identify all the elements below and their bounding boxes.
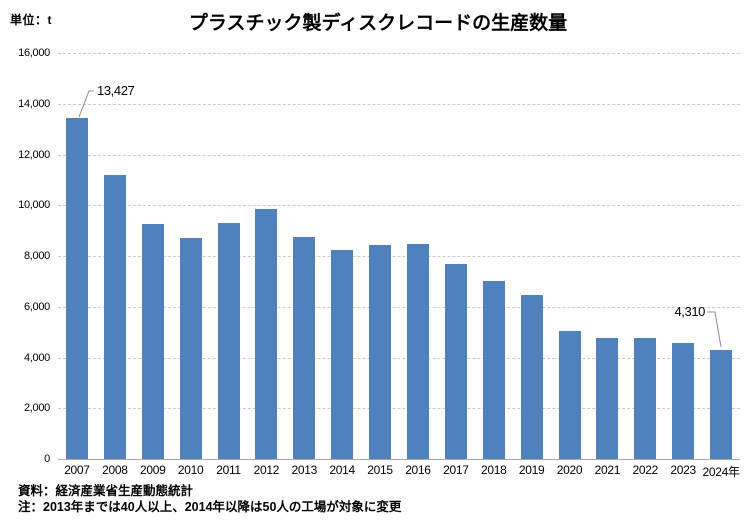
x-axis-label-2021: 2021: [594, 463, 621, 477]
y-axis-tick-label: 14,000: [18, 97, 50, 110]
gridline: [58, 306, 740, 308]
gridline: [58, 53, 740, 54]
bar-2009: [141, 224, 164, 459]
bar-series: [58, 53, 740, 459]
x-axis-label-2019: 2019: [518, 463, 545, 477]
bar-2014: [331, 249, 354, 459]
bar-2011: [217, 223, 240, 459]
bar-2022: [634, 337, 657, 459]
gridline: [58, 154, 740, 156]
x-axis-label-2016: 2016: [405, 463, 431, 477]
x-axis-line: [58, 459, 740, 460]
plot-area: 13,427 4,310: [58, 53, 740, 460]
x-axis-label-2012: 2012: [253, 463, 280, 477]
y-axis: 0 2,000 4,000 6,000 8,000 10,000 12,000 14,000 1…: [0, 47, 50, 465]
x-axis-label-2020: 2020: [556, 463, 583, 477]
y-axis-tick-label: 12,000: [18, 148, 50, 161]
y-axis-tick-label: 4,000: [23, 351, 50, 364]
gridline: [58, 103, 740, 105]
bar-2016: [406, 243, 429, 459]
bar-2007: [65, 118, 88, 459]
x-axis-label-2023: 2023: [670, 463, 696, 477]
x-axis-label-2008: 2008: [102, 463, 128, 477]
unit-label: 単位：t: [10, 13, 52, 27]
y-axis-tick-label: 16,000: [18, 47, 50, 59]
bar-2015: [369, 245, 392, 459]
data-label-2007: 13,427: [97, 83, 135, 98]
bar-2013: [293, 236, 316, 459]
bar-2021: [596, 337, 619, 459]
bar-2008: [103, 174, 126, 459]
footer-notes: 資料：経済産業省生産動態統計 注：2013年までは40人以上、2014年以降は5…: [18, 483, 401, 515]
x-axis-label-2010: 2010: [177, 463, 204, 477]
method-note: 注：2013年までは40人以上、2014年以降は50人の工場が対象に変更: [18, 500, 402, 514]
bar-2010: [179, 237, 202, 459]
source-note: 資料：経済産業省生産動態統計: [18, 484, 194, 498]
y-axis-tick-label: 10,000: [18, 199, 50, 212]
gridline: [58, 256, 740, 257]
gridline: [58, 357, 740, 359]
x-axis-label-2009: 2009: [139, 463, 166, 477]
x-axis-label-2024年: 2024年: [702, 465, 740, 479]
y-axis-tick-label: 6,000: [23, 300, 50, 313]
y-axis-tick-label: 8,000: [23, 250, 50, 262]
bar-2024年: [710, 349, 733, 459]
bar-2017: [444, 263, 467, 459]
gridline: [58, 408, 740, 410]
bar-2012: [255, 208, 278, 459]
x-axis-label-2022: 2022: [632, 463, 659, 477]
x-axis-label-2017: 2017: [443, 463, 469, 477]
bar-2020: [558, 330, 581, 459]
y-axis-tick-label: 0: [44, 453, 50, 465]
x-axis-label-2014: 2014: [329, 463, 355, 477]
x-axis: 2007 2008 2009 2010 2011 2012 2013 2014 2015 2016…: [58, 463, 740, 479]
bar-2019: [520, 295, 543, 459]
x-axis-label-2013: 2013: [291, 463, 318, 477]
bar-2018: [482, 280, 505, 459]
data-label-2024: 4,310: [674, 304, 705, 319]
x-axis-label-2007: 2007: [64, 463, 90, 477]
chart-title: プラスチック製ディスクレコードの生産数量: [188, 13, 568, 34]
x-axis-label-2015: 2015: [367, 463, 393, 477]
x-axis-label-2011: 2011: [216, 463, 241, 477]
y-axis-tick-label: 2,000: [23, 402, 50, 415]
x-axis-label-2018: 2018: [480, 463, 507, 477]
gridline: [58, 205, 740, 207]
bar-2023: [672, 342, 695, 459]
